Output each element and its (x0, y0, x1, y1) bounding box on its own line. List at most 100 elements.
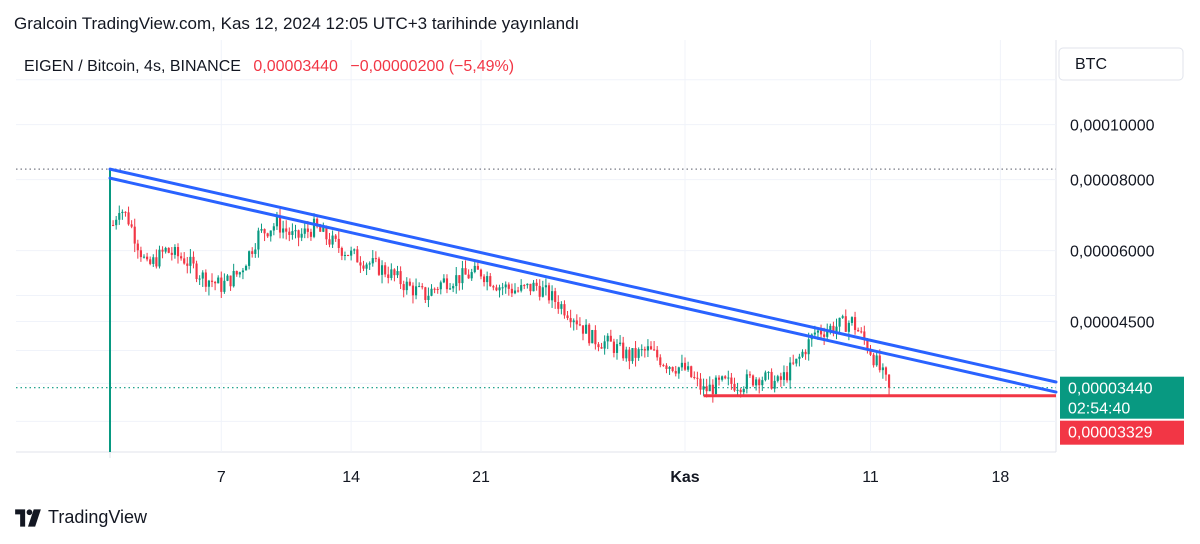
candle (844, 309, 847, 333)
candle (408, 278, 411, 287)
candle (112, 220, 115, 227)
candle (671, 366, 674, 373)
candle (585, 319, 588, 334)
candle (118, 205, 121, 225)
candle (881, 363, 884, 379)
candle (467, 269, 470, 279)
candle (115, 215, 118, 230)
candle (217, 275, 220, 284)
candle (285, 220, 288, 240)
price-axis[interactable]: 0,00010000 0,00008000 0,00006000 0,00004500 (1070, 118, 1155, 332)
footer-brand[interactable]: TradingView (14, 507, 147, 528)
candle (210, 273, 214, 288)
footer-brand-text: TradingView (48, 507, 148, 527)
candle (297, 229, 300, 247)
candle (176, 243, 180, 264)
candle (251, 247, 254, 258)
candle (513, 283, 517, 295)
candle (470, 268, 473, 281)
candle (516, 286, 520, 293)
trendline[interactable] (108, 176, 1058, 394)
candle (863, 325, 866, 345)
time-axis[interactable]: 7 14 21 Kas 11 18 (217, 469, 1010, 486)
candle (680, 354, 684, 371)
candle (717, 375, 721, 386)
price-tick-label: 0,00004500 (1070, 314, 1155, 331)
candle (541, 280, 544, 298)
candle (507, 282, 510, 296)
candle (801, 349, 804, 359)
drawn-lines[interactable] (108, 167, 1058, 398)
candle (563, 300, 566, 319)
candle (569, 309, 572, 328)
candle (482, 274, 486, 287)
candle (390, 263, 393, 281)
candle (702, 378, 705, 396)
candle (161, 246, 164, 259)
candle (356, 245, 359, 263)
candle (699, 373, 702, 395)
tradingview-logo-icon (15, 508, 41, 527)
candle (581, 325, 585, 341)
candle (875, 351, 878, 367)
candle (779, 372, 782, 387)
candle (325, 225, 328, 246)
chart-grid (16, 40, 1057, 458)
candle (421, 283, 424, 290)
candle (634, 341, 637, 367)
candle (263, 228, 266, 242)
candle (201, 270, 204, 287)
time-tick-label: 21 (472, 469, 490, 486)
candle (365, 262, 368, 276)
candle (853, 311, 857, 335)
candle (282, 220, 285, 239)
candle (665, 363, 668, 374)
candle (173, 244, 177, 259)
candle (124, 211, 127, 217)
candle (841, 314, 844, 319)
candle (257, 227, 260, 258)
trendline[interactable] (108, 167, 1058, 384)
time-tick-label: 7 (217, 469, 226, 486)
candle (164, 246, 167, 254)
candle (300, 228, 303, 242)
candle (244, 264, 248, 271)
candle (359, 256, 362, 273)
candle (498, 284, 501, 298)
chart-guides (16, 168, 1056, 389)
candle (170, 247, 173, 261)
candle (149, 256, 152, 266)
candle (260, 223, 263, 233)
candle (795, 358, 798, 367)
candle (619, 335, 622, 347)
candle (183, 252, 186, 265)
candle (328, 232, 331, 248)
candle (758, 377, 761, 394)
candle (622, 336, 625, 361)
candle (575, 314, 578, 330)
candle (448, 283, 452, 291)
candle (464, 260, 467, 275)
candle (195, 260, 198, 283)
candle (819, 324, 823, 340)
currency-box[interactable] (1058, 47, 1184, 81)
currency-label: BTC (1075, 56, 1107, 73)
candle (656, 346, 659, 361)
candle (269, 230, 272, 242)
candle (439, 280, 442, 295)
candle (130, 220, 133, 229)
current-price-value: 0,00003440 (1068, 381, 1153, 398)
candle (523, 284, 526, 290)
candle (266, 232, 269, 238)
candle (452, 283, 455, 293)
candle (730, 372, 733, 390)
candle (770, 368, 773, 390)
candle (189, 248, 192, 274)
candle (572, 318, 575, 331)
candle (535, 279, 538, 291)
candle (557, 295, 560, 314)
price-chart[interactable]: BTC EIGEN / Bitcoin, 4s, BINANCE 0,00003… (0, 0, 1200, 500)
candle (625, 346, 628, 362)
candle (155, 249, 158, 269)
legend-change: −0,00000200 (−5,49%) (350, 58, 514, 75)
